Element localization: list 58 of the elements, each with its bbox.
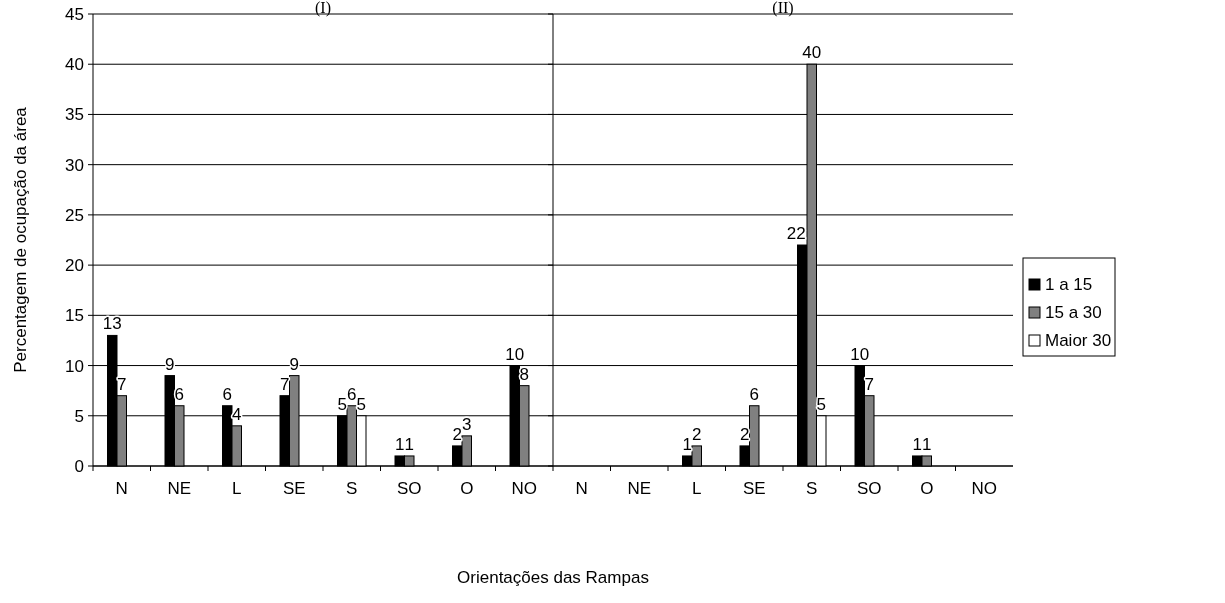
legend-label: 1 a 15 xyxy=(1045,275,1093,294)
x-tick-label: L xyxy=(232,479,242,498)
data-label: 5 xyxy=(356,394,366,414)
x-tick-label: SE xyxy=(742,479,766,498)
data-label: 1 xyxy=(395,434,405,454)
data-label: 6 xyxy=(174,384,184,404)
x-tick-label: NE xyxy=(167,479,192,498)
x-tick-label: NO xyxy=(511,479,537,498)
data-label: 2 xyxy=(452,424,462,444)
data-label: 1 xyxy=(682,434,692,454)
y-axis-title: Percentagem de ocupação da área xyxy=(11,106,30,373)
x-tick-label: SO xyxy=(396,479,422,498)
x-tick-label: S xyxy=(806,479,818,498)
data-label: 5 xyxy=(337,394,347,414)
legend-label: Maior 30 xyxy=(1045,331,1112,350)
data-label: 7 xyxy=(117,374,127,394)
data-label: 3 xyxy=(462,414,472,434)
data-label: 6 xyxy=(749,384,759,404)
data-label: 10 xyxy=(850,344,870,364)
y-tick-label: 25 xyxy=(65,205,84,225)
y-tick-label: 15 xyxy=(65,306,84,326)
y-tick-label: 30 xyxy=(65,155,84,175)
data-label: 40 xyxy=(802,43,822,63)
y-tick-label: 35 xyxy=(65,105,84,125)
data-label: 7 xyxy=(280,374,290,394)
data-label: 7 xyxy=(864,374,874,394)
chart-title: (II) xyxy=(772,0,794,17)
x-tick-label: N xyxy=(575,479,588,498)
y-tick-label: 0 xyxy=(74,456,84,476)
legend-label: 15 a 30 xyxy=(1045,303,1102,322)
y-tick-label: 45 xyxy=(65,4,84,24)
data-label: 10 xyxy=(505,344,525,364)
data-label: 5 xyxy=(816,394,826,414)
data-label: 22 xyxy=(786,224,806,244)
x-tick-label: SE xyxy=(282,479,306,498)
chart-title: (I) xyxy=(315,0,331,17)
x-tick-label: O xyxy=(920,479,934,498)
x-tick-label: S xyxy=(346,479,358,498)
x-tick-label: O xyxy=(460,479,474,498)
data-label: 8 xyxy=(519,364,529,384)
x-axis-title: Orientações das Rampas xyxy=(457,568,649,587)
data-label: 2 xyxy=(692,424,702,444)
x-tick-label: L xyxy=(692,479,702,498)
x-tick-label: N xyxy=(115,479,128,498)
x-tick-label: NO xyxy=(971,479,997,498)
y-tick-label: 40 xyxy=(65,55,84,75)
data-label: 6 xyxy=(222,384,232,404)
data-label: 2 xyxy=(740,424,750,444)
data-label: 13 xyxy=(102,314,122,334)
x-tick-label: NE xyxy=(627,479,652,498)
data-label: 1 xyxy=(922,434,932,454)
y-tick-label: 10 xyxy=(65,356,84,376)
data-label: 1 xyxy=(404,434,414,454)
data-label: 6 xyxy=(347,384,357,404)
x-tick-label: SO xyxy=(856,479,882,498)
y-tick-label: 5 xyxy=(74,406,84,426)
y-tick-label: 20 xyxy=(65,256,84,276)
data-label: 1 xyxy=(912,434,922,454)
